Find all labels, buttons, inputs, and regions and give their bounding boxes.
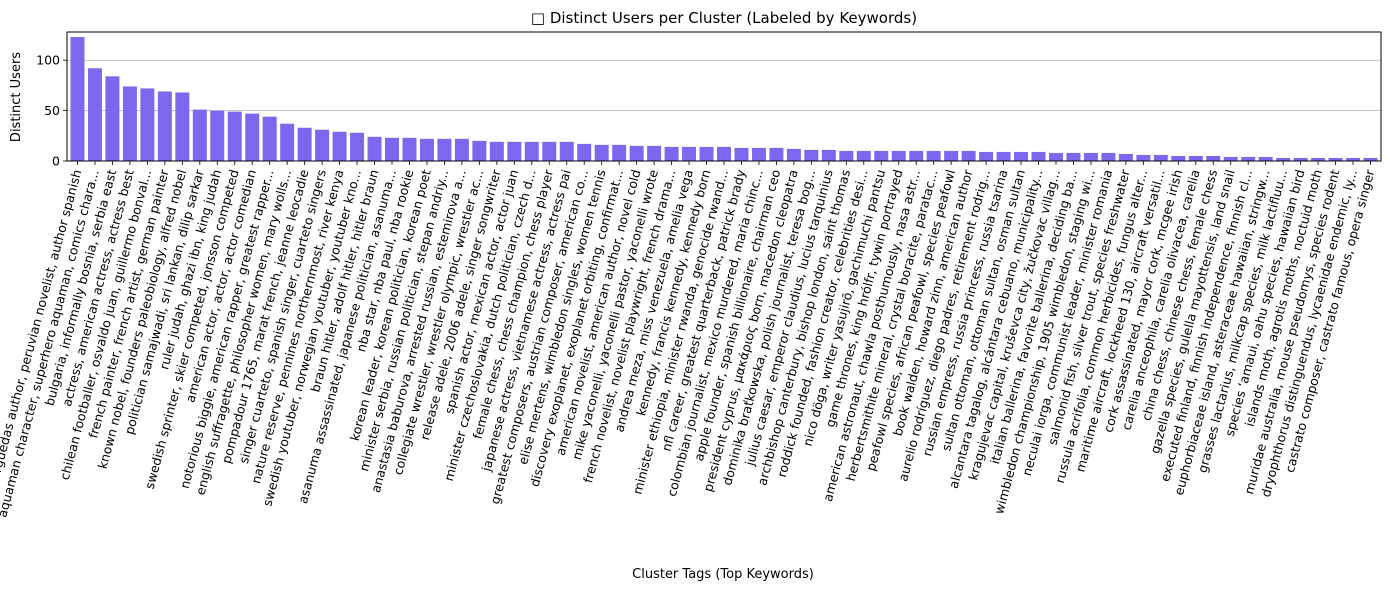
bar: [262, 116, 277, 161]
bar: [821, 149, 836, 161]
chart-title: □ Distinct Users per Cluster (Labeled by…: [531, 9, 917, 27]
bar: [419, 138, 434, 161]
y-tick-label: 100: [36, 53, 60, 68]
bar: [524, 141, 539, 161]
bar: [926, 150, 941, 161]
bar: [315, 129, 330, 161]
bar: [804, 149, 819, 161]
bar: [1153, 154, 1168, 161]
y-tick-label: 0: [52, 154, 60, 169]
bar: [1188, 155, 1203, 161]
bar: [280, 123, 295, 161]
bar: [682, 146, 697, 161]
y-tick-label: 50: [44, 103, 60, 118]
x-axis-label: Cluster Tags (Top Keywords): [632, 567, 814, 582]
bar: [332, 131, 347, 161]
bar: [996, 151, 1011, 161]
bar: [489, 141, 504, 161]
bar: [612, 144, 627, 161]
bar: [961, 150, 976, 161]
x-axis-ticks: arguedas author, peruvian novelist, auth…: [0, 161, 1378, 519]
bar: [1083, 152, 1098, 161]
bar: [1258, 156, 1273, 161]
bar: [734, 147, 749, 161]
bar: [1031, 151, 1046, 161]
bar: [472, 140, 487, 161]
bar: [140, 88, 155, 161]
bar: [839, 150, 854, 161]
bar: [437, 138, 452, 161]
bar: [210, 110, 225, 161]
bar: [944, 150, 959, 161]
bar: [87, 68, 102, 161]
bar: [385, 137, 399, 161]
bar: [1171, 155, 1186, 161]
bar: [402, 137, 417, 161]
bar: [507, 141, 522, 161]
bars: [70, 37, 1378, 161]
bar: [577, 143, 592, 161]
y-axis-label: Distinct Users: [9, 52, 24, 142]
bar: [1293, 157, 1308, 161]
bar: [454, 138, 469, 161]
bar: [751, 147, 766, 161]
bar: [1311, 157, 1326, 161]
bar: [367, 136, 382, 161]
bar: [105, 76, 120, 161]
bar: [1223, 156, 1238, 161]
bar: [979, 151, 994, 161]
bar: [891, 150, 906, 161]
bar: [122, 86, 137, 161]
bar: [1206, 155, 1221, 161]
bar: [1276, 157, 1291, 161]
bar: [1118, 153, 1133, 161]
bar: [192, 109, 207, 161]
bar: [786, 148, 801, 161]
bar: [664, 146, 679, 161]
bar: [856, 150, 871, 161]
bar: [909, 150, 924, 161]
bar: [1049, 152, 1063, 161]
bar: [559, 141, 574, 161]
bar: [874, 150, 889, 161]
bar: [1014, 151, 1029, 161]
bar: [175, 92, 190, 161]
bar: [542, 141, 557, 161]
y-axis-ticks: 0 50 100: [36, 53, 67, 169]
bar: [245, 113, 260, 161]
bar: [157, 91, 172, 161]
bar: [297, 127, 312, 161]
bar: [1241, 156, 1256, 161]
bar: [70, 37, 85, 161]
bar: [717, 146, 731, 161]
bar: [350, 132, 365, 161]
bar: [629, 145, 644, 161]
bar: [1328, 157, 1343, 161]
bar: [1066, 152, 1081, 161]
bar: [1136, 154, 1151, 161]
bar: [647, 145, 662, 161]
bar: [769, 147, 784, 161]
bar: [594, 144, 609, 161]
bar: [1101, 152, 1116, 161]
bar: [1363, 157, 1378, 161]
bar: [1346, 157, 1361, 161]
bar: [227, 111, 242, 161]
bar: [699, 146, 714, 161]
